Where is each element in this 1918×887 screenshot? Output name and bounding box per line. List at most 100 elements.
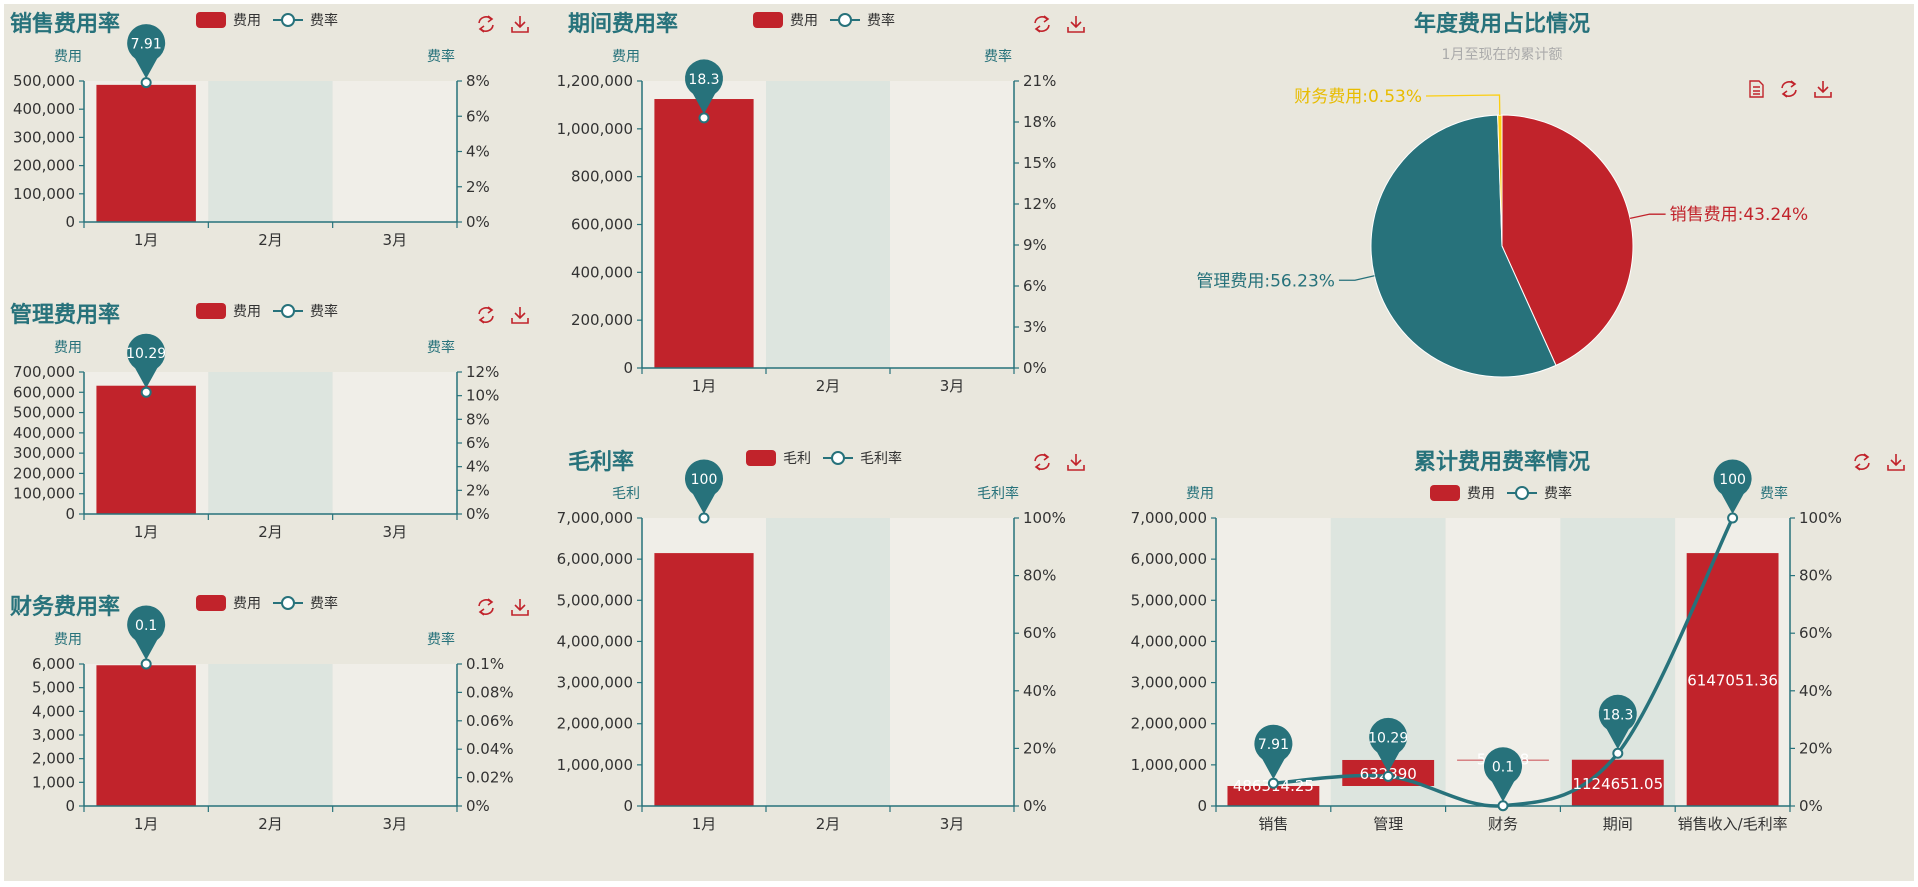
refresh-icon[interactable] [478, 598, 494, 616]
mark-point-pin [127, 24, 166, 79]
download-icon[interactable] [1814, 81, 1832, 98]
refresh-icon[interactable] [1854, 453, 1870, 471]
y-axis-right-tick-label: 0% [466, 797, 490, 815]
y-axis-right-tick-label: 100% [1023, 509, 1066, 527]
y-axis-right-name: 费率 [984, 48, 1012, 65]
mark-point-label: 0.1 [135, 618, 157, 634]
rate-line [1273, 517, 1735, 808]
chart-title: 销售费用率 [10, 11, 120, 37]
mark-point-label: 100 [691, 472, 718, 488]
pie-label-leader [1425, 94, 1501, 116]
y-axis-left-tick-label: 1,000 [32, 773, 75, 791]
y-axis-right-tick-label: 12% [466, 363, 499, 381]
y-axis-left-tick-label: 200,000 [13, 157, 75, 175]
y-axis-left-tick-label: 1,000,000 [557, 756, 633, 774]
y-axis-right-tick-label: 60% [1023, 624, 1056, 642]
pie-slice [1370, 114, 1557, 378]
legend-label: 毛利率 [860, 450, 902, 467]
y-axis-right-tick-label: 0.02% [466, 769, 514, 787]
download-glyph [511, 307, 529, 324]
chart-title: 期间费用率 [568, 11, 678, 37]
download-glyph [511, 16, 529, 33]
download-icon[interactable] [511, 307, 529, 324]
y-axis-left-tick-label: 800,000 [571, 168, 633, 186]
y-axis-left-tick-label: 2,000 [32, 750, 75, 768]
refresh-arrow-top [487, 598, 494, 606]
pie-label-leader [1338, 275, 1375, 281]
x-axis-category-label: 1月 [134, 815, 159, 833]
legend-line-marker [838, 13, 852, 27]
refresh-icon[interactable] [1034, 453, 1050, 471]
refresh-arrow-top [1043, 453, 1050, 461]
rate-point [140, 658, 152, 670]
mark-point-label: 0.1 [1492, 760, 1514, 776]
refresh-icon[interactable] [1781, 80, 1797, 98]
mark-point-label: 7.91 [1258, 737, 1289, 753]
y-axis-left-tick-label: 1,000,000 [1131, 756, 1207, 774]
legend-bar-swatch [196, 12, 226, 28]
y-axis-left-tick-label: 0 [65, 213, 75, 231]
y-axis-left-tick-label: 6,000 [32, 655, 75, 673]
refresh-arrow-top [487, 15, 494, 23]
mark-point-pin [1484, 747, 1523, 802]
data-bar [96, 84, 196, 223]
data-bar [96, 665, 196, 806]
download-icon[interactable] [511, 599, 529, 616]
y-axis-right-tick-label: 20% [1023, 739, 1056, 757]
legend-label: 费率 [1544, 485, 1572, 502]
download-glyph [1067, 16, 1085, 33]
x-axis-category-label: 管理 [1373, 815, 1403, 833]
legend-label: 费用 [233, 596, 261, 612]
refresh-arrow-top [1043, 15, 1050, 23]
y-axis-right-tick-label: 0% [1799, 797, 1823, 815]
legend-bar-swatch [196, 303, 226, 319]
refresh-icon[interactable] [1034, 15, 1050, 33]
y-axis-left-tick-label: 3,000,000 [1131, 674, 1207, 692]
y-axis-right-tick-label: 2% [466, 481, 490, 499]
y-axis-left-tick-label: 500,000 [13, 72, 75, 90]
data-view-icon[interactable] [1749, 80, 1764, 98]
download-glyph [1887, 454, 1905, 471]
mark-point-pin [685, 59, 724, 114]
pie-slice [1497, 114, 1503, 247]
data-bar [1227, 785, 1320, 806]
data-view-glyph [1749, 80, 1764, 98]
y-axis-right-tick-label: 0% [1023, 797, 1047, 815]
chart-title: 累计费用费率情况 [1414, 449, 1590, 475]
split-area-band [208, 81, 333, 222]
mark-point-label: 10.29 [1368, 730, 1408, 746]
mark-point-label: 18.3 [688, 72, 719, 88]
y-axis-left-tick-label: 7,000,000 [557, 509, 633, 527]
split-area-band [332, 664, 457, 806]
y-axis-left-tick-label: 600,000 [571, 216, 633, 234]
y-axis-left-tick-label: 2,000,000 [557, 715, 633, 733]
download-glyph [511, 599, 529, 616]
legend-line-marker [281, 596, 295, 610]
refresh-arrow-bottom [478, 316, 485, 324]
legend-label: 费用 [233, 13, 261, 29]
x-axis-category-label: 销售 [1258, 815, 1288, 833]
mark-point-label: 100 [1719, 472, 1746, 488]
y-axis-left-tick-label: 300,000 [13, 128, 75, 146]
x-axis-category-label: 3月 [383, 523, 408, 541]
y-axis-right-name: 费率 [427, 339, 455, 356]
x-axis-category-label: 2月 [258, 231, 283, 249]
legend-bar-swatch [1430, 485, 1460, 501]
y-axis-left-tick-label: 0 [65, 797, 75, 815]
chart-title: 财务费用率 [10, 594, 120, 620]
x-axis-category-label: 1月 [134, 231, 159, 249]
y-axis-right-tick-label: 12% [1023, 195, 1056, 213]
y-axis-left-tick-label: 2,000,000 [1131, 715, 1207, 733]
download-icon[interactable] [511, 16, 529, 33]
legend-label: 费率 [310, 303, 338, 320]
download-icon[interactable] [1067, 16, 1085, 33]
split-area-band [208, 664, 333, 806]
download-icon[interactable] [1067, 454, 1085, 471]
refresh-icon[interactable] [478, 15, 494, 33]
refresh-icon[interactable] [478, 306, 494, 324]
rate-point [698, 512, 710, 524]
y-axis-right-tick-label: 6% [466, 434, 490, 452]
y-axis-right-tick-label: 6% [466, 107, 490, 125]
download-icon[interactable] [1887, 454, 1905, 471]
